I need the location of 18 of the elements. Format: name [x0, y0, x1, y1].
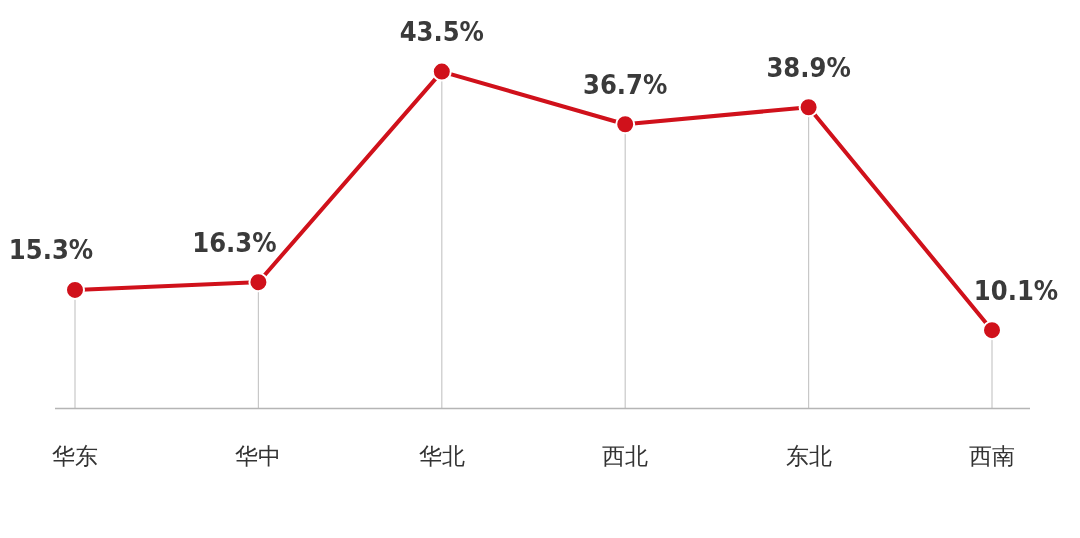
data-label: 16.3%	[192, 226, 277, 258]
x-tick-label: 西北	[602, 443, 649, 470]
point	[982, 320, 1002, 341]
point	[248, 272, 269, 293]
x-tick-label: 华中	[235, 443, 282, 470]
data-label: 38.9%	[766, 51, 851, 83]
point	[65, 279, 85, 300]
x-tick-label: 华东	[52, 443, 98, 470]
data-label: 15.3%	[8, 234, 94, 266]
x-tick-label: 华北	[418, 443, 465, 470]
data-label: 36.7%	[583, 68, 668, 100]
point	[798, 97, 819, 118]
data-label: 43.5%	[399, 16, 484, 48]
x-tick-label: 西南	[969, 443, 1015, 470]
x-tick-label: 东北	[785, 443, 832, 470]
data-label: 10.1%	[973, 274, 1059, 306]
point	[431, 61, 452, 82]
point	[615, 114, 636, 135]
